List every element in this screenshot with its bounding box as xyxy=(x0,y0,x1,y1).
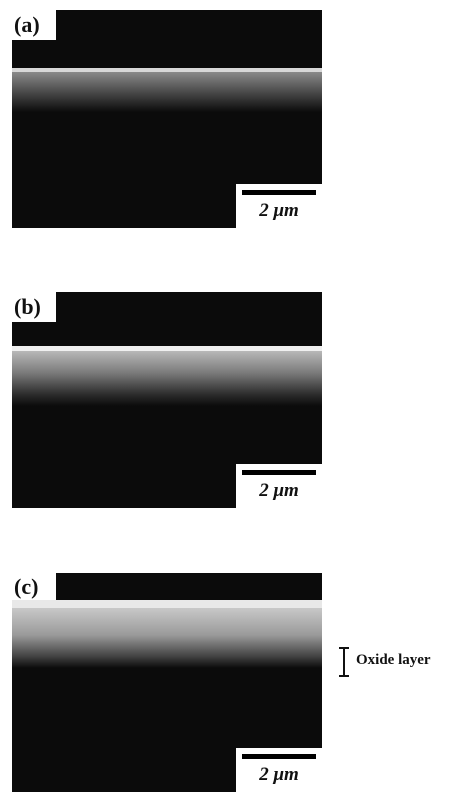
panel-label: (c) xyxy=(12,573,56,600)
scale-text: 2 μm xyxy=(236,480,322,502)
sem-image-a: (a) 2 μm xyxy=(12,10,322,228)
layer xyxy=(12,351,322,406)
sem-image-b: (b) 2 μm xyxy=(12,292,322,508)
bar xyxy=(242,470,316,475)
scale-text: 2 μm xyxy=(236,200,322,222)
layer xyxy=(12,72,322,112)
layer xyxy=(12,608,322,668)
bracket xyxy=(336,647,352,677)
scale-bar: 2 μm xyxy=(236,464,322,508)
panel-label: (a) xyxy=(12,10,56,40)
bar xyxy=(242,190,316,195)
scale-bar: 2 μm xyxy=(236,748,322,792)
scale-bar: 2 μm xyxy=(236,184,322,228)
panel-label: (b) xyxy=(12,292,56,322)
annotation: Oxide layer xyxy=(336,647,473,677)
bar xyxy=(242,754,316,759)
page: (a) 2 μm (b) 2 μm (c) 2 μm Oxide layer (… xyxy=(0,0,473,792)
scale-text: 2 μm xyxy=(236,764,322,786)
surface xyxy=(12,600,322,608)
sem-image-c: (c) 2 μm xyxy=(12,573,322,792)
annotation-text: Oxide layer xyxy=(356,652,431,669)
